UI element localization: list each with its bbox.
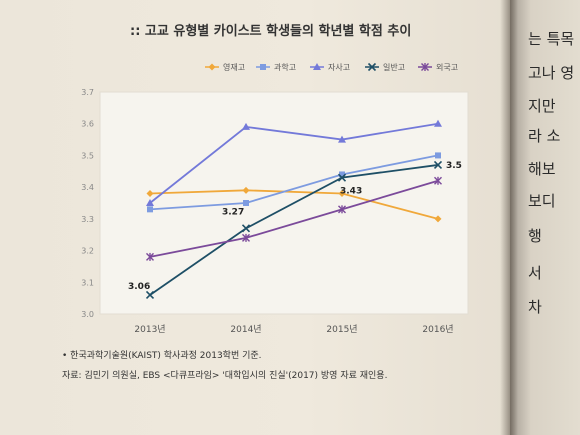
y-tick-label: 3.1 [81, 278, 94, 287]
legend-item: 자사고 [310, 63, 350, 72]
y-tick-label: 3.7 [81, 88, 94, 97]
data-point [242, 233, 250, 242]
data-point [433, 160, 443, 170]
series-line [149, 179, 439, 258]
data-point [147, 206, 153, 213]
data-label: 3.06 [128, 282, 150, 292]
y-tick-label: 3.0 [81, 310, 94, 319]
facing-page-line: 라 소 [528, 127, 561, 145]
facing-page-line: 차 [528, 298, 542, 316]
data-point [146, 252, 154, 261]
series-외국고 [146, 176, 442, 261]
facing-page-line: 지만 [528, 97, 556, 115]
data-point [241, 224, 251, 233]
facing-page-line: 보디 [528, 192, 556, 210]
x-axis: 2013년 2014년 2015년 2016년 [134, 324, 453, 335]
series-line [149, 189, 439, 220]
facing-page-line: 고나 영 [528, 64, 575, 82]
book-gutter [500, 0, 518, 435]
y-tick-label: 3.6 [81, 120, 94, 129]
legend-item: 외국고 [418, 62, 458, 72]
data-point [435, 152, 441, 159]
footnote-basis: • 한국과학기술원(KAIST) 학사과정 2013학번 기준. [62, 351, 262, 361]
series-line [149, 122, 439, 204]
y-axis: 3.0 3.1 3.2 3.3 3.4 3.5 3.6 3.7 [81, 88, 94, 319]
x-tick-label: 2015년 [326, 324, 357, 335]
y-tick-label: 3.5 [81, 151, 94, 160]
plot-area [99, 91, 469, 315]
data-point [434, 215, 442, 223]
facing-page-line: 해보 [528, 160, 556, 178]
legend: 영재고 과학고 자사고 일반고 외국고 [205, 62, 458, 72]
legend-label: 과학고 [274, 62, 296, 72]
data-label: 3.27 [222, 207, 244, 217]
y-tick-label: 3.3 [81, 215, 94, 224]
facing-page [510, 0, 580, 435]
x-tick-label: 2013년 [134, 324, 165, 335]
data-point [338, 189, 346, 197]
data-point [242, 186, 250, 194]
y-tick-label: 3.2 [81, 247, 94, 256]
line-chart: 영재고 과학고 자사고 일반고 외국고 3.0 3.1 3.2 3.3 3.4 3.5 3.6 3.7… [81, 62, 469, 335]
data-point [145, 290, 155, 300]
data-point [421, 63, 429, 71]
series-line [149, 154, 439, 211]
plot-background [99, 91, 469, 315]
data-point [338, 205, 346, 214]
series-자사고 [146, 119, 442, 206]
data-label: 3.43 [340, 187, 362, 197]
data-point [146, 189, 154, 197]
legend-label: 일반고 [383, 63, 405, 72]
data-point [434, 119, 442, 127]
legend-item: 일반고 [365, 62, 405, 72]
series-일반고 [145, 160, 443, 300]
chart-title: :: 고교 유형별 카이스트 학생들의 학년별 학점 추이 [130, 24, 412, 39]
series-영재고 [146, 186, 442, 223]
facing-page-line: 서 [528, 264, 542, 282]
data-labels: 3.06 3.27 3.43 3.5 [128, 161, 462, 292]
data-point [367, 62, 377, 72]
data-point [434, 176, 442, 185]
series-line [149, 164, 439, 296]
legend-label: 자사고 [328, 63, 350, 72]
facing-page-line: 는 특목 [528, 30, 575, 48]
legend-item: 과학고 [256, 62, 296, 72]
x-tick-label: 2016년 [422, 324, 453, 335]
data-label: 3.5 [446, 161, 462, 171]
data-point [146, 199, 154, 206]
legend-item: 영재고 [205, 62, 245, 72]
data-point [339, 171, 345, 178]
legend-label: 외국고 [436, 62, 458, 72]
data-point [208, 63, 216, 71]
data-point [243, 200, 249, 206]
series-과학고 [147, 152, 441, 213]
facing-page-line: 행 [528, 227, 542, 245]
data-point [260, 64, 266, 70]
data-point [242, 122, 250, 130]
footnote-source: 자료: 김민기 의원실, EBS <다큐프라임> '대학입시의 진실'(2017… [62, 371, 388, 381]
data-point [313, 63, 321, 70]
series-group [145, 119, 443, 300]
x-tick-label: 2014년 [230, 324, 261, 335]
data-point [338, 135, 346, 143]
y-tick-label: 3.4 [81, 183, 94, 192]
legend-label: 영재고 [223, 62, 245, 72]
data-point [337, 173, 347, 182]
